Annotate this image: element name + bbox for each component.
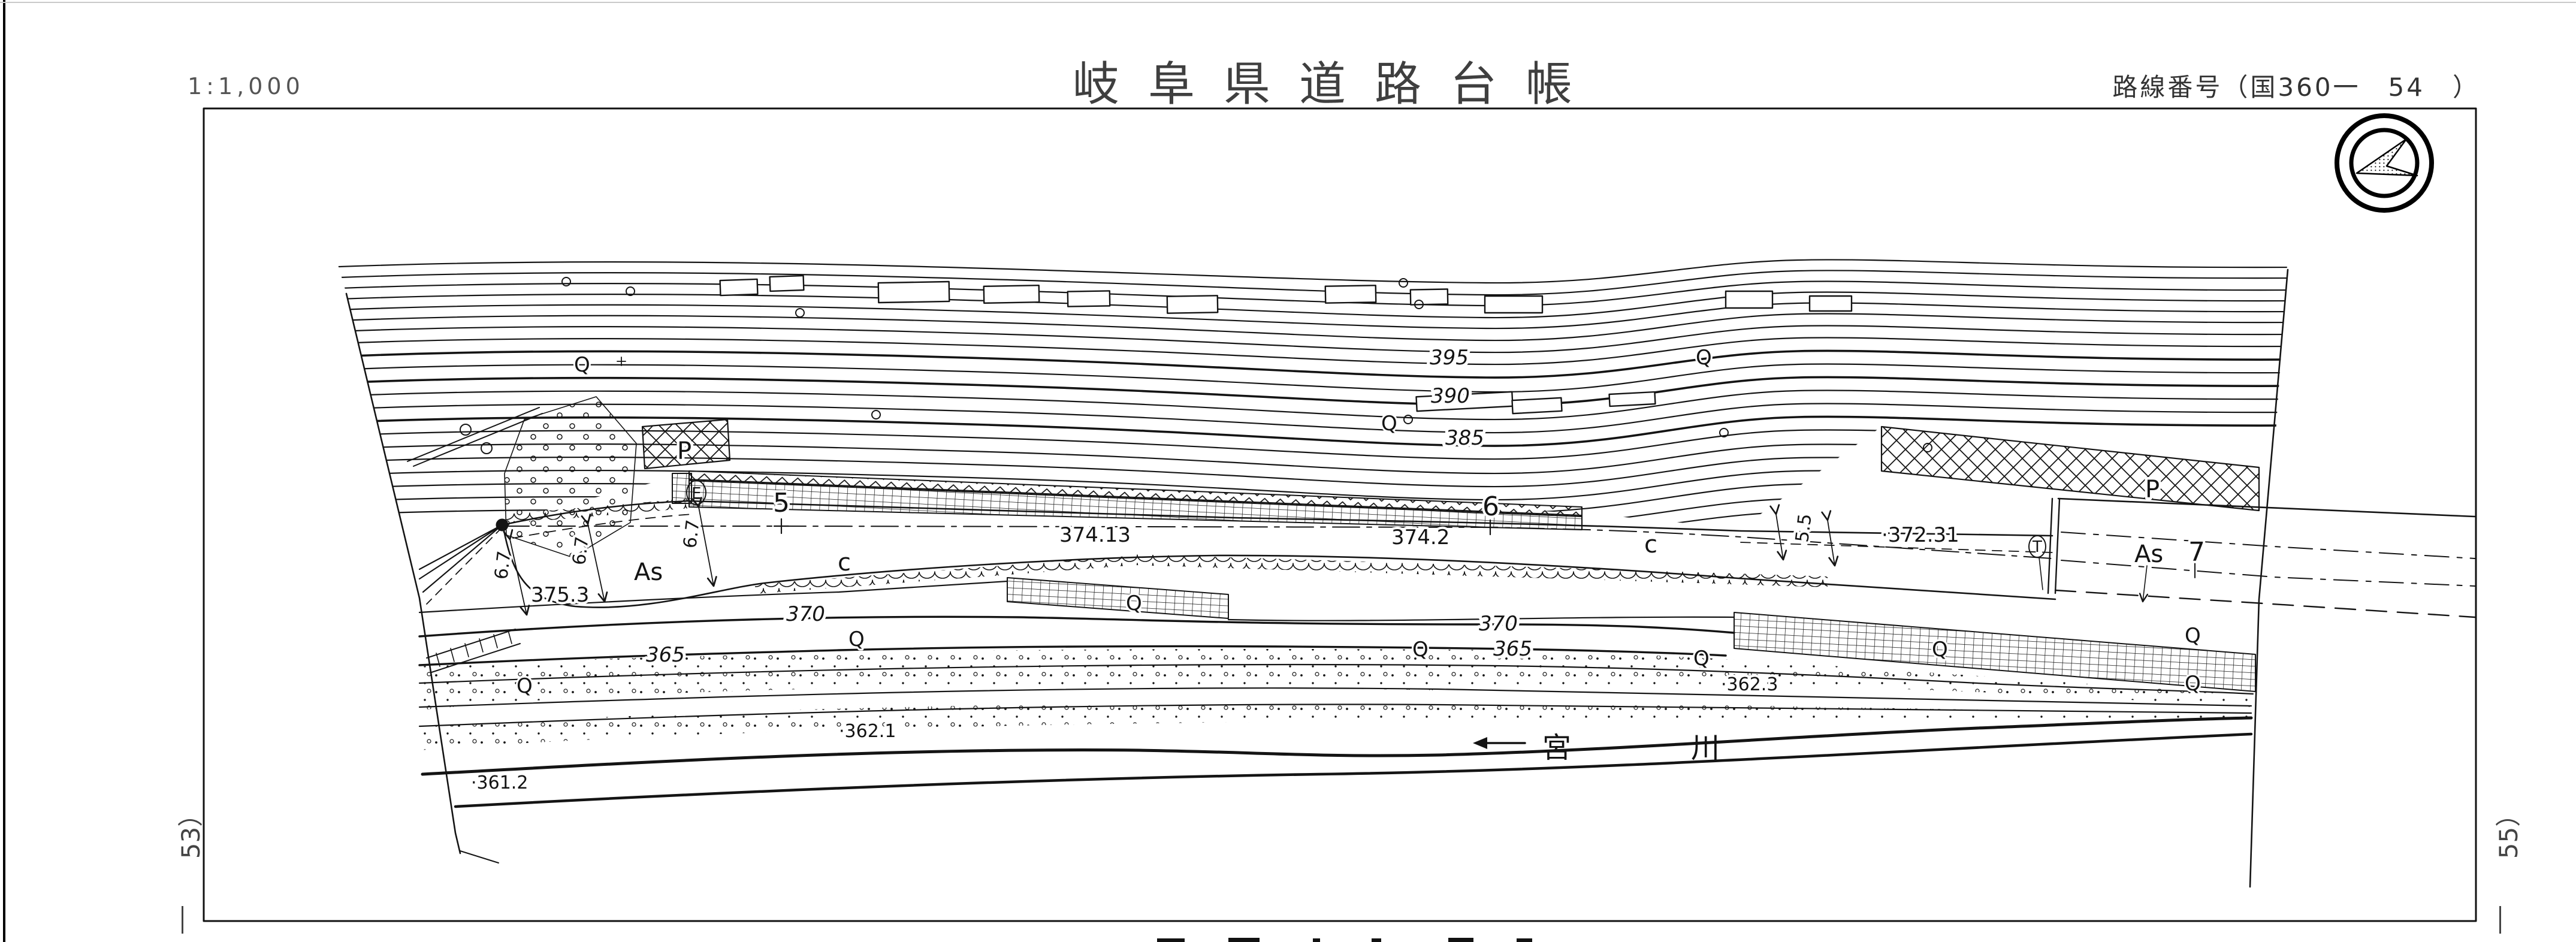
station-6: 6 xyxy=(1482,491,1499,522)
spot-elevation-374-2: 374.2 xyxy=(1391,526,1449,550)
vegetation-circles xyxy=(460,277,1932,454)
building-outlines xyxy=(719,274,1853,415)
tree-symbol: Q xyxy=(1381,412,1397,436)
scan-edge-left xyxy=(3,0,5,942)
match-tick-right xyxy=(2499,906,2501,934)
tree-symbol: Q xyxy=(574,353,590,377)
sheet-title: 岐阜県道路台帳 xyxy=(1073,58,1602,111)
map-frame xyxy=(203,107,2477,922)
spot-elevation-374-13: 374.13 xyxy=(1059,523,1131,547)
width-annotation-6-7: 6.7 xyxy=(680,518,704,550)
pavement-label-as: As xyxy=(2134,541,2163,568)
contour-label-385: 385 xyxy=(1445,426,1484,450)
tree-symbol: Q xyxy=(848,627,865,651)
contour-label-370: 370 xyxy=(1479,612,1518,636)
survey-boundaries xyxy=(345,268,2289,888)
tree-symbol: Q xyxy=(1412,638,1429,662)
road-section-7 xyxy=(2047,497,2476,618)
route-number-label: 路線番号（国360一 54 ） xyxy=(2112,73,2480,102)
spot-elevation-372-31: ·372.31 xyxy=(1882,523,1959,547)
map-scale-label: 1:1,000 xyxy=(188,73,304,99)
curve-label-c: c xyxy=(838,549,851,576)
gravel-texture-bands xyxy=(419,649,2251,750)
marker-p: P xyxy=(2145,476,2160,503)
width-measure-arrows xyxy=(503,497,1839,616)
spot-elevation-362-1: ·362.1 xyxy=(839,721,896,742)
spot-elevation-375-3: 375.3 xyxy=(531,583,589,607)
guard-scallops xyxy=(506,499,1828,594)
tree-symbol: Q xyxy=(2185,672,2201,696)
tree-symbol: Q xyxy=(517,674,533,698)
width-annotation-5-5: 5.5 xyxy=(1792,512,1816,544)
contour-label-370: 370 xyxy=(786,602,825,626)
station-7: 7 xyxy=(2188,537,2205,567)
contour-label-365: 365 xyxy=(646,643,685,667)
contour-label-390: 390 xyxy=(1431,384,1470,408)
retaining-walls xyxy=(672,470,2256,692)
curve-label-c: c xyxy=(1644,531,1657,558)
adjacent-sheet-number-right: 55） xyxy=(2494,801,2524,859)
river-lines xyxy=(421,716,2253,808)
marker-p: P xyxy=(677,437,691,465)
river-name-kawa: 川 xyxy=(1691,731,1720,765)
width-annotation-6-7: 6.7 xyxy=(491,550,515,581)
pavement-label-as: As xyxy=(634,558,663,586)
adjacent-sheet-number-left: 53） xyxy=(176,801,206,859)
station-5: 5 xyxy=(773,488,790,518)
tree-symbol: Q xyxy=(2185,624,2201,648)
tree-symbol: Q xyxy=(1126,591,1142,615)
north-arrow-icon xyxy=(2335,113,2434,213)
river-name-miya: 宮 xyxy=(1542,731,1571,765)
marker-t: T xyxy=(2032,538,2042,556)
circled-markers xyxy=(686,480,2046,590)
match-tick-left xyxy=(182,906,183,934)
scan-edge-top xyxy=(0,2,2576,3)
cut-off-caption-marks xyxy=(1157,938,1532,942)
contour-label-365: 365 xyxy=(1493,637,1532,661)
parcel-hatch-areas xyxy=(641,418,2260,512)
contour-label-395: 395 xyxy=(1430,346,1469,370)
spot-elevation-362-3: ·362.3 xyxy=(1721,674,1778,695)
marker-e: E xyxy=(691,485,701,503)
tree-symbol: Q xyxy=(1696,346,1712,370)
spot-elevation-361-2: ·361.2 xyxy=(471,772,528,793)
river-flow-arrow-icon xyxy=(1473,737,1526,749)
tree-symbol: Q xyxy=(1693,647,1710,671)
width-annotation-6-7: 6.7 xyxy=(569,535,593,566)
tree-symbol: Q xyxy=(1932,638,1948,662)
station-crosses xyxy=(773,518,1499,536)
